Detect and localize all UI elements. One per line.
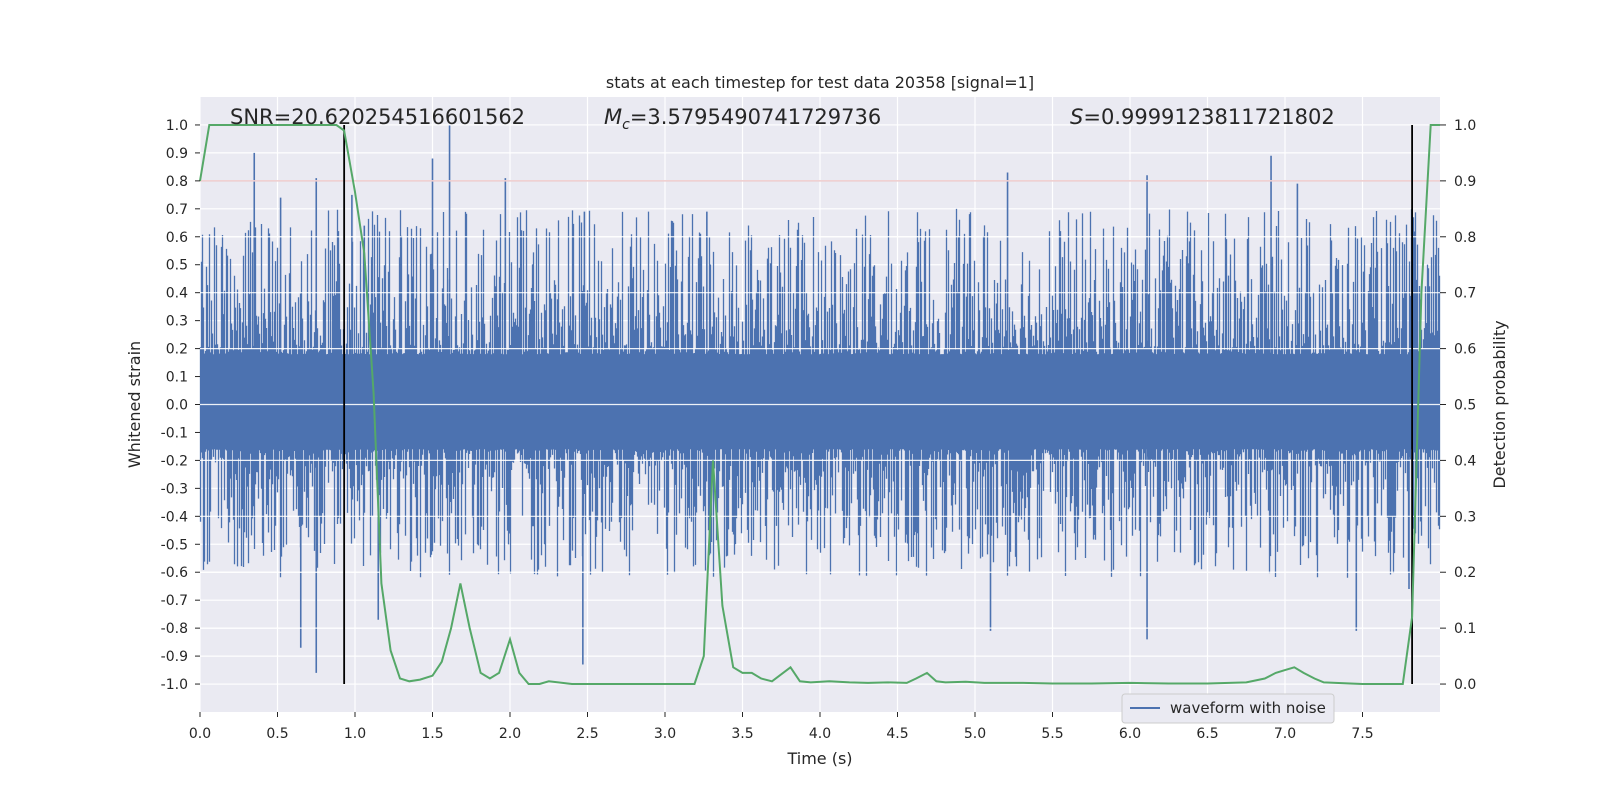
y-tick-label-left: -0.3 — [161, 481, 188, 497]
y-tick-label-left: -1.0 — [161, 677, 188, 693]
x-tick-label: 1.5 — [421, 726, 443, 742]
y-tick-label-right: 0.4 — [1454, 453, 1476, 469]
legend-box — [1121, 693, 1335, 724]
waveform-with-noise-series — [199, 208, 1441, 578]
x-tick-label: 5.0 — [964, 726, 986, 742]
y-tick-label-right: 0.0 — [1454, 677, 1476, 693]
legend: waveform with noise — [1121, 693, 1335, 724]
legend-label: waveform with noise — [1170, 699, 1326, 717]
x-tick-label: 0.0 — [189, 726, 211, 742]
x-tick-label: 2.5 — [576, 726, 598, 742]
y-tick-label-left: 1.0 — [166, 118, 188, 134]
y-tick-label-right: 0.5 — [1454, 398, 1476, 414]
y-tick-label-left: 0.9 — [166, 146, 188, 162]
y-tick-label-left: 0.6 — [166, 230, 188, 246]
x-tick-label: 4.5 — [886, 726, 908, 742]
y-tick-label-right: 0.2 — [1454, 565, 1476, 581]
x-tick-label: 6.0 — [1119, 726, 1141, 742]
x-tick-label: 0.5 — [266, 726, 288, 742]
y-tick-label-left: -0.1 — [161, 425, 188, 441]
x-tick-label: 2.0 — [499, 726, 521, 742]
y-axis-label-right: Detection probability — [1490, 320, 1509, 488]
y-tick-label-right: 0.8 — [1454, 230, 1476, 246]
y-tick-label-right: 0.3 — [1454, 509, 1476, 525]
y-tick-label-left: 0.1 — [166, 370, 188, 386]
y-tick-label-right: 0.9 — [1454, 174, 1476, 190]
y-tick-label-left: 0.8 — [166, 174, 188, 190]
y-tick-label-right: 0.6 — [1454, 342, 1476, 358]
y-tick-label-left: 0.0 — [166, 398, 188, 414]
y-axis-label-left: Whitened strain — [125, 341, 144, 468]
y-tick-label-left: -0.4 — [161, 509, 188, 525]
y-tick-label-right: 0.1 — [1454, 621, 1476, 637]
x-tick-label: 3.5 — [731, 726, 753, 742]
x-axis-label: Time (s) — [786, 749, 852, 768]
s-annotation: S=0.9999123811721802 — [1070, 105, 1335, 129]
x-tick-label: 1.0 — [344, 726, 366, 742]
y-tick-label-left: -0.8 — [161, 621, 188, 637]
x-tick-label: 5.5 — [1041, 726, 1063, 742]
x-tick-label: 3.0 — [654, 726, 676, 742]
chirp-mass-annotation: Mc=3.5795490741729736 — [604, 105, 881, 133]
y-tick-label-left: 0.2 — [166, 342, 188, 358]
x-tick-label: 7.5 — [1351, 726, 1373, 742]
x-tick-label: 4.0 — [809, 726, 831, 742]
y-tick-label-left: 0.7 — [166, 202, 188, 218]
y-tick-label-right: 0.7 — [1454, 286, 1476, 302]
y-tick-label-right: 1.0 — [1454, 118, 1476, 134]
detection-probability-series — [199, 124, 1440, 685]
y-tick-label-left: -0.5 — [161, 537, 188, 553]
y-tick-label-left: -0.7 — [161, 593, 188, 609]
snr-annotation: SNR=20.620254516601562 — [230, 105, 525, 129]
y-tick-label-left: 0.4 — [166, 286, 188, 302]
y-tick-label-left: 0.3 — [166, 314, 188, 330]
plot-area: -1.0 -0.9 -0.8 -0.7 -0.6 -0.5 -0.4 -0.3 -0.2 -0.1… — [125, 73, 1509, 768]
y-tick-label-left: 0.5 — [166, 258, 188, 274]
x-tick-label: 7.0 — [1274, 726, 1296, 742]
y-tick-label-left: -0.2 — [161, 453, 188, 469]
y-tick-label-left: -0.9 — [161, 649, 188, 665]
y-tick-label-left: -0.6 — [161, 565, 188, 581]
x-tick-label: 6.5 — [1196, 726, 1218, 742]
chart-title: stats at each timestep for test data 203… — [606, 73, 1034, 92]
